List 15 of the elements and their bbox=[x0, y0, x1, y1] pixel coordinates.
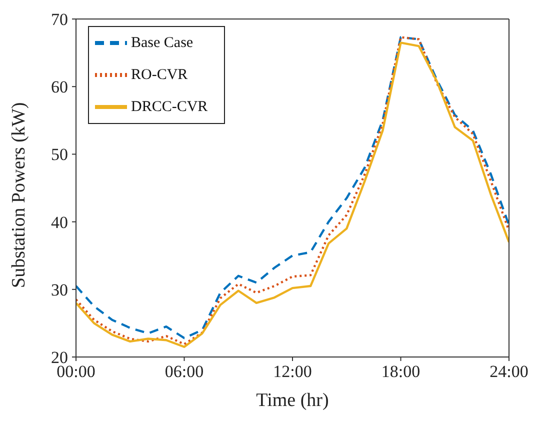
y-tick-label: 30 bbox=[51, 280, 68, 300]
y-axis-title: Substation Powers (kW) bbox=[8, 102, 30, 288]
x-tick-label: 06:00 bbox=[164, 362, 204, 382]
legend-label: Base Case bbox=[131, 34, 194, 51]
x-tick-label: 24:00 bbox=[490, 362, 528, 382]
y-tick-label: 40 bbox=[51, 212, 68, 232]
x-tick-label: 18:00 bbox=[381, 362, 420, 382]
legend-label: DRCC-CVR bbox=[131, 98, 208, 115]
legend-label: RO-CVR bbox=[131, 66, 188, 83]
y-tick-label: 60 bbox=[51, 78, 68, 97]
y-tick-label: 70 bbox=[51, 10, 68, 30]
x-axis-title: Time (hr) bbox=[256, 390, 329, 411]
y-tick-label: 50 bbox=[51, 145, 68, 164]
x-tick-label: 00:00 bbox=[56, 362, 96, 382]
x-tick-label: 12:00 bbox=[273, 362, 312, 382]
